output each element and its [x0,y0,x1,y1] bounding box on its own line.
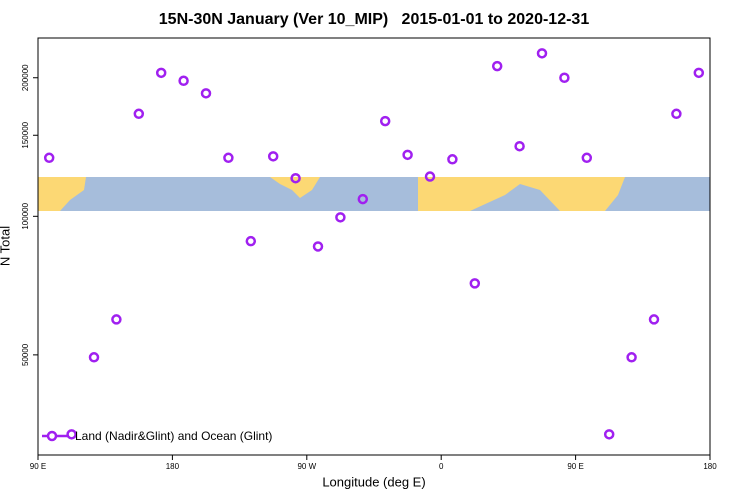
point [66,429,77,440]
point [491,60,503,72]
x-tick-label: 180 [703,462,717,471]
point [178,75,189,87]
point [267,151,279,162]
point [447,154,458,165]
legend-marker [46,430,58,442]
point [648,314,660,325]
point [671,108,682,120]
point [312,241,324,252]
x-axis-label: Longitude (deg E) [322,474,425,489]
map-strip [38,177,710,211]
y-tick-label: 150000 [21,121,30,148]
point [379,115,391,127]
point [290,172,301,184]
point [335,212,346,223]
y-axis-label: N Total [0,226,12,266]
y-tick-label: 50000 [21,343,30,366]
point [559,72,570,84]
point [200,88,212,99]
chart-title: 15N-30N January (Ver 10_MIP) 2015-01-01 … [159,11,590,28]
x-tick-label: 90 E [30,462,46,471]
point [111,314,122,325]
point [245,235,257,247]
point [133,108,145,120]
point [88,352,100,363]
legend-label: Land (Nadir&Glint) and Ocean (Glint) [75,429,272,443]
point [603,429,615,440]
point [424,171,436,182]
x-tick-label: 90 W [297,462,316,471]
y-tick-label: 100000 [21,202,30,229]
point [693,67,705,79]
point [357,193,369,205]
point [626,352,637,363]
point [536,48,548,59]
point [514,140,525,152]
x-tick-label: 180 [166,462,180,471]
y-tick-label: 200000 [21,64,30,91]
point [155,67,167,79]
x-tick-label: 90 E [567,462,583,471]
point [43,152,55,164]
point [402,149,413,161]
point [223,152,234,164]
point [469,278,481,289]
point [581,152,593,164]
plot-frame [37,37,711,456]
x-tick-label: 0 [439,462,444,471]
